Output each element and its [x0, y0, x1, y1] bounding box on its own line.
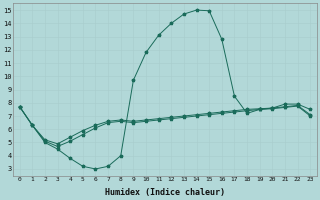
X-axis label: Humidex (Indice chaleur): Humidex (Indice chaleur) — [105, 188, 225, 197]
